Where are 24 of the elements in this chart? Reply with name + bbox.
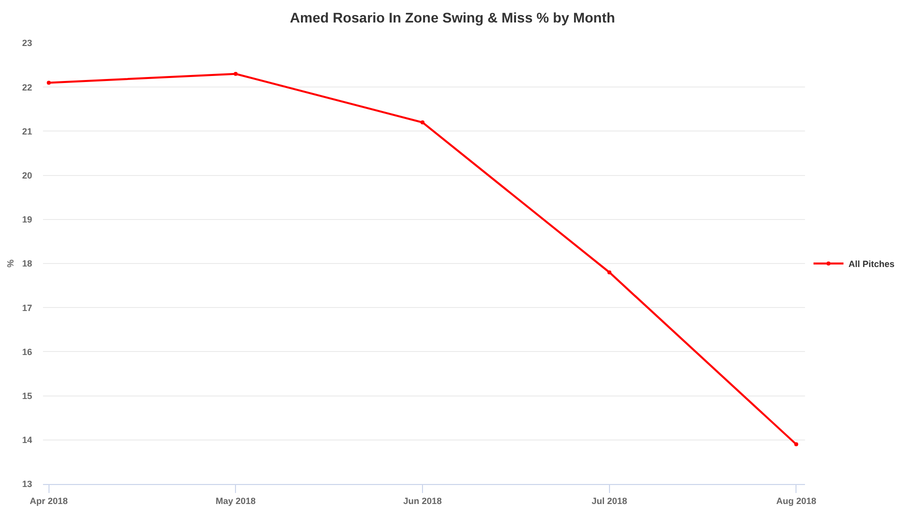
- y-axis-title: %: [6, 259, 16, 268]
- y-tick-label: 14: [22, 435, 32, 446]
- x-tick-label: Jul 2018: [592, 496, 628, 506]
- point: [420, 120, 425, 124]
- y-tick-label: 20: [22, 170, 32, 180]
- x-tick-label: Jun 2018: [403, 496, 442, 506]
- y-tick-label: 13: [22, 479, 32, 490]
- legend-label: All Pitches: [848, 259, 894, 270]
- point: [46, 80, 51, 85]
- point: [794, 442, 798, 446]
- point: [234, 72, 238, 76]
- y-tick-label: 17: [22, 302, 32, 313]
- y-tick-label: 23: [22, 38, 32, 48]
- x-tick-label: May 2018: [216, 496, 256, 506]
- point: [607, 270, 612, 274]
- y-tick-label: 15: [22, 390, 32, 401]
- chart-title: Amed Rosario In Zone Swing & Miss % by Month: [290, 10, 616, 26]
- y-tick-label: 18: [22, 258, 32, 269]
- y-tick-label: 19: [22, 214, 32, 225]
- x-tick-label: Apr 2018: [30, 496, 68, 506]
- x-tick-label: Aug 2018: [776, 496, 816, 506]
- y-tick-label: 21: [22, 126, 32, 136]
- y-tick-label: 22: [22, 82, 32, 92]
- y-tick-label: 16: [22, 346, 32, 357]
